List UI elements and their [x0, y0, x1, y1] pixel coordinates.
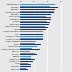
Bar	[20, 11, 54, 12]
Bar	[20, 48, 32, 49]
Bar	[20, 58, 31, 59]
Bar	[20, 27, 48, 28]
Bar	[20, 24, 49, 25]
Bar	[20, 64, 31, 65]
Bar	[20, 4, 55, 5]
Bar	[20, 31, 43, 32]
Bar	[20, 6, 50, 7]
Bar	[20, 68, 26, 69]
Bar	[20, 36, 43, 37]
Bar	[20, 41, 36, 42]
Bar	[20, 51, 30, 52]
Bar	[20, 16, 46, 17]
Bar	[20, 49, 40, 50]
Bar	[20, 9, 48, 10]
Bar	[20, 34, 43, 35]
Bar	[20, 63, 28, 64]
Bar	[20, 44, 41, 45]
Bar	[20, 22, 50, 23]
Bar	[20, 59, 35, 60]
Bar	[20, 66, 31, 67]
Bar	[20, 46, 37, 47]
Bar	[20, 61, 33, 62]
Bar	[20, 29, 46, 30]
Bar	[20, 19, 51, 20]
Bar	[20, 17, 51, 18]
Bar	[20, 12, 54, 13]
Bar	[20, 69, 28, 70]
Bar	[20, 39, 43, 40]
Bar	[20, 14, 51, 15]
Bar	[20, 56, 31, 57]
Bar	[20, 26, 45, 27]
Bar	[20, 54, 37, 55]
Bar	[20, 43, 35, 44]
Bar	[20, 53, 35, 54]
Bar	[20, 21, 47, 22]
Bar	[20, 7, 58, 8]
